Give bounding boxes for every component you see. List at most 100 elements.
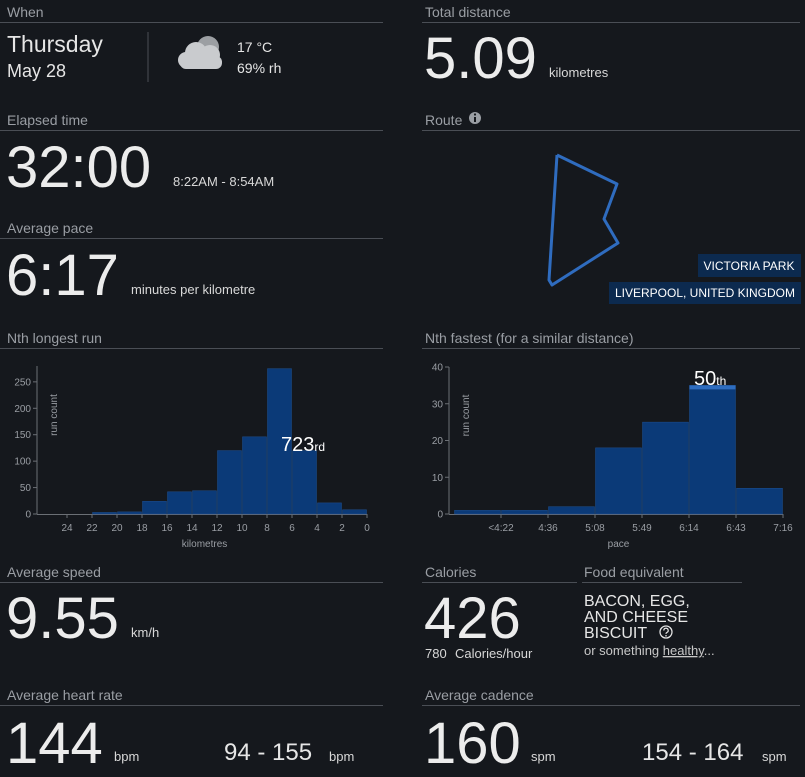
x-tick-label: 16 [161, 523, 173, 534]
distance-value: 5.09 [424, 26, 537, 91]
x-axis-label: kilometres [182, 539, 228, 550]
bar [689, 385, 736, 515]
x-tick-label: 0 [364, 523, 370, 534]
y-axis-label: run count [49, 394, 60, 436]
header: Average speed [7, 564, 101, 580]
header: Food equivalent [584, 564, 684, 580]
header: Nth fastest (for a similar distance) [425, 330, 634, 346]
header: Route [425, 112, 463, 128]
temperature: 17 °C [237, 39, 272, 55]
rank: 723 [281, 434, 314, 456]
header: Average cadence [425, 687, 534, 703]
x-tick-label: 6:43 [726, 523, 746, 534]
bar [192, 490, 217, 515]
bar [342, 509, 367, 515]
x-tick-label: 20 [111, 523, 123, 534]
time-range: 8:22AM - 8:54AM [173, 174, 274, 189]
cadence-unit: spm [531, 749, 556, 764]
y-tick-label: 0 [437, 510, 443, 521]
highlight-band [689, 385, 736, 390]
pace-unit: minutes per kilometre [131, 282, 255, 297]
calories-value: 426 [424, 586, 521, 651]
cadence-range: 154 - 164 [642, 739, 743, 766]
y-tick-label: 250 [14, 377, 31, 388]
rank-suffix: th [716, 374, 726, 388]
bar [92, 512, 117, 515]
note: or something [584, 643, 659, 658]
x-tick-label: 14 [186, 523, 198, 534]
y-tick-label: 20 [432, 436, 444, 447]
speed-unit: km/h [131, 625, 159, 640]
header: Nth longest run [7, 330, 102, 346]
hr-value: 144 [6, 711, 103, 776]
bar [736, 488, 783, 515]
y-axis-label: run count [461, 394, 472, 436]
x-tick-label: <4:22 [488, 523, 514, 534]
bar [117, 511, 142, 515]
bar [501, 510, 548, 515]
y-tick-label: 30 [432, 399, 444, 410]
speed-value: 9.55 [6, 586, 119, 651]
label-box [609, 282, 801, 304]
y-tick-label: 0 [25, 510, 31, 521]
y-tick-label: 50 [20, 483, 32, 494]
pace-value: 6:17 [6, 243, 119, 308]
cadence-value: 160 [424, 711, 521, 776]
bar [142, 501, 167, 515]
route-path [547, 153, 620, 287]
bar [242, 436, 267, 515]
date: May 28 [7, 61, 66, 81]
y-tick-label: 150 [14, 430, 31, 441]
place-label: VICTORIA PARK [704, 259, 795, 273]
x-tick-label: 7:16 [773, 523, 793, 534]
x-tick-label: 5:08 [585, 523, 605, 534]
header: When [7, 4, 44, 20]
info-icon[interactable] [469, 112, 481, 124]
bar [167, 491, 192, 515]
y-tick-label: 10 [432, 473, 444, 484]
x-tick-label: 4:36 [538, 523, 558, 534]
day: Thursday [7, 31, 103, 57]
x-tick-label: 22 [86, 523, 98, 534]
header: Average heart rate [7, 687, 123, 703]
annotation: 50th [694, 368, 726, 390]
bar [548, 506, 595, 515]
calories-rate-unit: Calories/hour [455, 646, 533, 661]
x-tick-label: 6:14 [679, 523, 699, 534]
y-tick-label: 40 [432, 363, 444, 374]
city-label: LIVERPOOL, UNITED KINGDOM [615, 286, 795, 300]
food-line: BACON, EGG, [584, 593, 690, 610]
hr-range-unit: bpm [329, 749, 354, 764]
help-icon[interactable] [659, 625, 673, 639]
x-tick-label: 24 [61, 523, 73, 534]
cloud-icon [178, 36, 222, 69]
food-line: AND CHEESE [584, 609, 688, 626]
x-tick-label: 4 [314, 523, 320, 534]
x-tick-label: 5:49 [632, 523, 652, 534]
annotation: 723rd [281, 434, 325, 456]
bar [292, 450, 317, 515]
header: Elapsed time [7, 112, 88, 128]
ellipsis: ... [704, 643, 715, 658]
bar [317, 502, 342, 515]
header: Calories [425, 564, 476, 580]
x-tick-label: 6 [289, 523, 295, 534]
food-line: BISCUIT [584, 625, 647, 642]
link[interactable]: healthy [663, 643, 705, 658]
hr-unit: bpm [114, 749, 139, 764]
rank: 50 [694, 368, 716, 390]
hr-range: 94 - 155 [224, 739, 312, 766]
calories-rate: 780 [425, 646, 447, 661]
y-tick-label: 200 [14, 404, 31, 415]
x-axis-label: pace [608, 539, 630, 550]
distance-unit: kilometres [549, 65, 609, 80]
bar [642, 421, 689, 515]
x-tick-label: 8 [264, 523, 270, 534]
elapsed-value: 32:00 [6, 135, 151, 200]
bar [454, 510, 501, 515]
bar [595, 447, 642, 515]
label-box [698, 254, 801, 277]
header: Total distance [425, 4, 511, 20]
bar [267, 368, 292, 515]
rank-suffix: rd [314, 440, 325, 454]
